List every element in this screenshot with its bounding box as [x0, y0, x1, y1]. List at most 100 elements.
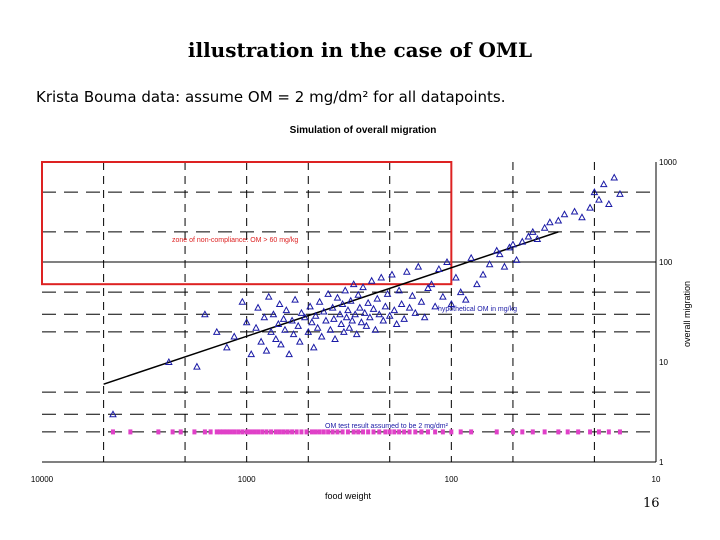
observation-point: [461, 295, 470, 303]
test-point: [224, 429, 229, 435]
observation-point: [333, 293, 342, 301]
observation-point: [443, 257, 451, 265]
test-point: [588, 429, 593, 435]
test-point: [156, 429, 161, 435]
observation-point: [373, 294, 382, 302]
test-point: [596, 429, 601, 435]
test-point: [309, 429, 314, 435]
observation-point: [331, 334, 339, 342]
observation-point: [311, 311, 320, 319]
observation-point: [560, 210, 569, 218]
test-point: [192, 429, 197, 435]
observation-point: [297, 308, 306, 316]
test-point: [290, 429, 295, 435]
observation-point: [495, 250, 504, 258]
observation-point: [518, 237, 527, 245]
observation-point: [330, 314, 338, 322]
observation-point: [414, 262, 423, 270]
observation-point: [590, 188, 599, 196]
y-axis-label: overall migration: [682, 281, 692, 347]
test-point: [264, 429, 269, 435]
observation-point: [533, 234, 542, 242]
test-point: [110, 429, 115, 435]
test-point: [351, 429, 356, 435]
line-label: hypothetical OM in mg/kg: [438, 306, 517, 313]
observation-point: [604, 199, 613, 208]
test-point: [248, 429, 253, 435]
observation-point: [424, 283, 432, 291]
test-point: [458, 429, 463, 435]
test-point: [277, 429, 282, 435]
observation-point: [456, 288, 465, 296]
observation-point: [355, 303, 364, 311]
test-point: [397, 429, 402, 435]
test-point: [240, 429, 245, 435]
observation-point: [500, 262, 509, 270]
observation-point: [512, 255, 521, 263]
observation-point: [595, 195, 603, 203]
observation-point: [395, 286, 403, 294]
test-point: [361, 429, 366, 435]
observation-point: [313, 323, 322, 331]
test-point: [419, 429, 424, 435]
test-point: [178, 429, 183, 435]
observation-point: [616, 189, 624, 197]
observation-point: [485, 260, 494, 268]
test-point: [256, 429, 261, 435]
test-point: [202, 429, 207, 435]
observation-point: [319, 307, 328, 315]
observation-point: [599, 180, 608, 188]
observation-point: [354, 290, 363, 298]
test-point: [217, 429, 222, 435]
observation-point: [326, 325, 335, 333]
slide-title: illustration in the case of OML: [187, 38, 533, 62]
observation-point: [366, 313, 374, 321]
observation-point: [291, 295, 299, 303]
observation-point: [360, 308, 369, 316]
observation-point: [193, 362, 201, 370]
observation-point: [570, 207, 579, 215]
observation-point: [300, 313, 309, 321]
observation-point: [238, 297, 247, 305]
observation-point: [340, 327, 348, 335]
x-tick-label: 100: [445, 475, 459, 484]
test-point: [273, 429, 278, 435]
x-tick-label: 10: [652, 475, 661, 484]
observation-point: [554, 216, 563, 224]
observation-point: [262, 346, 271, 354]
observation-point: [277, 340, 285, 348]
chart-title: Simulation of overall migration: [290, 125, 437, 136]
axis-ticks: 10000 1000 100 10 1000 100 10 1: [31, 158, 677, 484]
observation-point: [492, 246, 501, 254]
observation-point: [408, 291, 417, 299]
chart-frame: [42, 162, 657, 463]
test-point: [236, 429, 241, 435]
test-point: [221, 429, 226, 435]
test-point: [494, 429, 499, 435]
observation-point: [546, 218, 554, 226]
observation-point: [275, 299, 284, 308]
observation-point: [341, 286, 350, 294]
test-point: [356, 429, 361, 435]
test-point: [214, 429, 219, 435]
y-tick-label: 1000: [659, 158, 677, 167]
observation-point: [252, 323, 260, 331]
test-point: [269, 429, 274, 435]
observation-point: [362, 321, 371, 329]
observation-point: [383, 289, 392, 297]
observation-point: [385, 311, 394, 319]
observation-point: [345, 323, 354, 331]
observation-point: [230, 332, 239, 340]
test-point: [340, 429, 345, 435]
test-point: [556, 429, 561, 435]
observation-point: [201, 310, 209, 318]
zone-rect: [41, 161, 453, 286]
observation-point: [528, 227, 537, 235]
chart-grid: [42, 162, 656, 462]
observation-point: [315, 297, 324, 305]
observation-point: [257, 337, 265, 345]
observation-point: [264, 292, 273, 300]
observation-point: [357, 318, 366, 326]
observation-point: [165, 357, 173, 365]
om-test-points: [110, 429, 622, 435]
